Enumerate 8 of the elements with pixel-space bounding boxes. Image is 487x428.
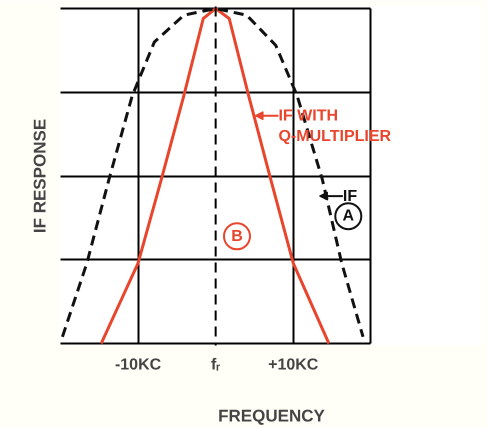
annotation: IF <box>342 188 358 206</box>
x-axis-title: FREQUENCY <box>218 406 326 426</box>
x-tick-label: fᵣ <box>210 356 220 374</box>
x-tick-label: +10KC <box>268 356 319 374</box>
y-axis-title: IF RESPONSE <box>30 118 50 234</box>
annotation: A <box>342 208 355 225</box>
x-tick-label: -10KC <box>114 356 162 374</box>
annotation: B <box>231 228 243 245</box>
